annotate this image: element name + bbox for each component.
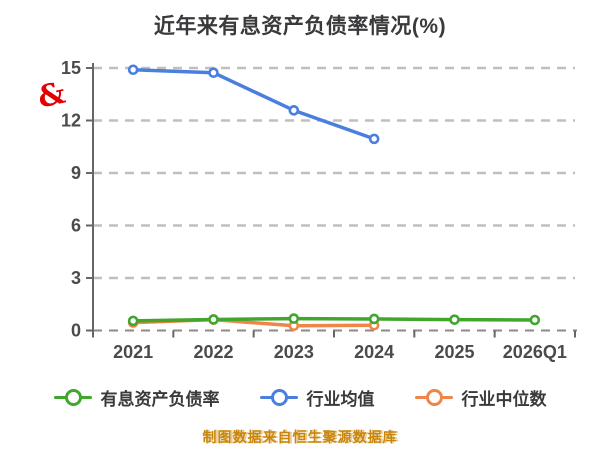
y-axis-label: 9 bbox=[71, 163, 81, 183]
chart-title: 近年来有息资产负债率情况(%) bbox=[153, 15, 447, 38]
y-axis-label: 15 bbox=[61, 58, 81, 78]
data-point-marker[interactable] bbox=[288, 313, 300, 324]
data-point-marker[interactable] bbox=[127, 64, 139, 76]
y-axis-label: 3 bbox=[71, 268, 81, 288]
x-axis-label: 2023 bbox=[274, 342, 314, 362]
y-axis-label: 12 bbox=[61, 111, 81, 131]
legend-line-circle-icon bbox=[414, 389, 453, 406]
series-line bbox=[131, 68, 376, 141]
legend-label: 有息资产负债率 bbox=[100, 390, 220, 409]
legend-item-company-ratio[interactable]: 有息资产负债率 bbox=[53, 385, 220, 410]
chart-legend: 有息资产负债率 行业均值 行业中位数 bbox=[0, 385, 600, 410]
data-point-marker[interactable] bbox=[127, 315, 139, 327]
legend-item-industry-median[interactable]: 行业中位数 bbox=[414, 385, 547, 410]
x-axis-label: 2025 bbox=[434, 342, 474, 362]
data-point-marker[interactable] bbox=[208, 314, 219, 325]
x-axis-label: 2024 bbox=[354, 342, 394, 362]
legend-line-circle-icon bbox=[53, 389, 92, 406]
data-point-marker[interactable] bbox=[529, 314, 541, 326]
series-line bbox=[131, 316, 537, 323]
x-axis-label: 2022 bbox=[193, 342, 233, 362]
y-axis-label: 0 bbox=[71, 321, 81, 341]
data-source-watermark: 制图数据来自恒生聚源数据库 bbox=[202, 429, 398, 445]
data-point-marker[interactable] bbox=[368, 313, 380, 325]
legend-label: 行业中位数 bbox=[461, 390, 547, 409]
legend-item-industry-mean[interactable]: 行业均值 bbox=[259, 385, 375, 410]
data-point-marker[interactable] bbox=[449, 314, 460, 325]
y-axis-label: 6 bbox=[71, 216, 81, 236]
data-point-marker[interactable] bbox=[368, 133, 380, 145]
legend-line-circle-icon bbox=[259, 389, 298, 406]
data-point-marker[interactable] bbox=[288, 105, 300, 116]
x-axis-label: 2021 bbox=[113, 342, 153, 362]
data-point-marker[interactable] bbox=[208, 67, 219, 79]
x-axis-label: 2026Q1 bbox=[503, 342, 567, 362]
legend-label: 行业均值 bbox=[306, 390, 375, 409]
